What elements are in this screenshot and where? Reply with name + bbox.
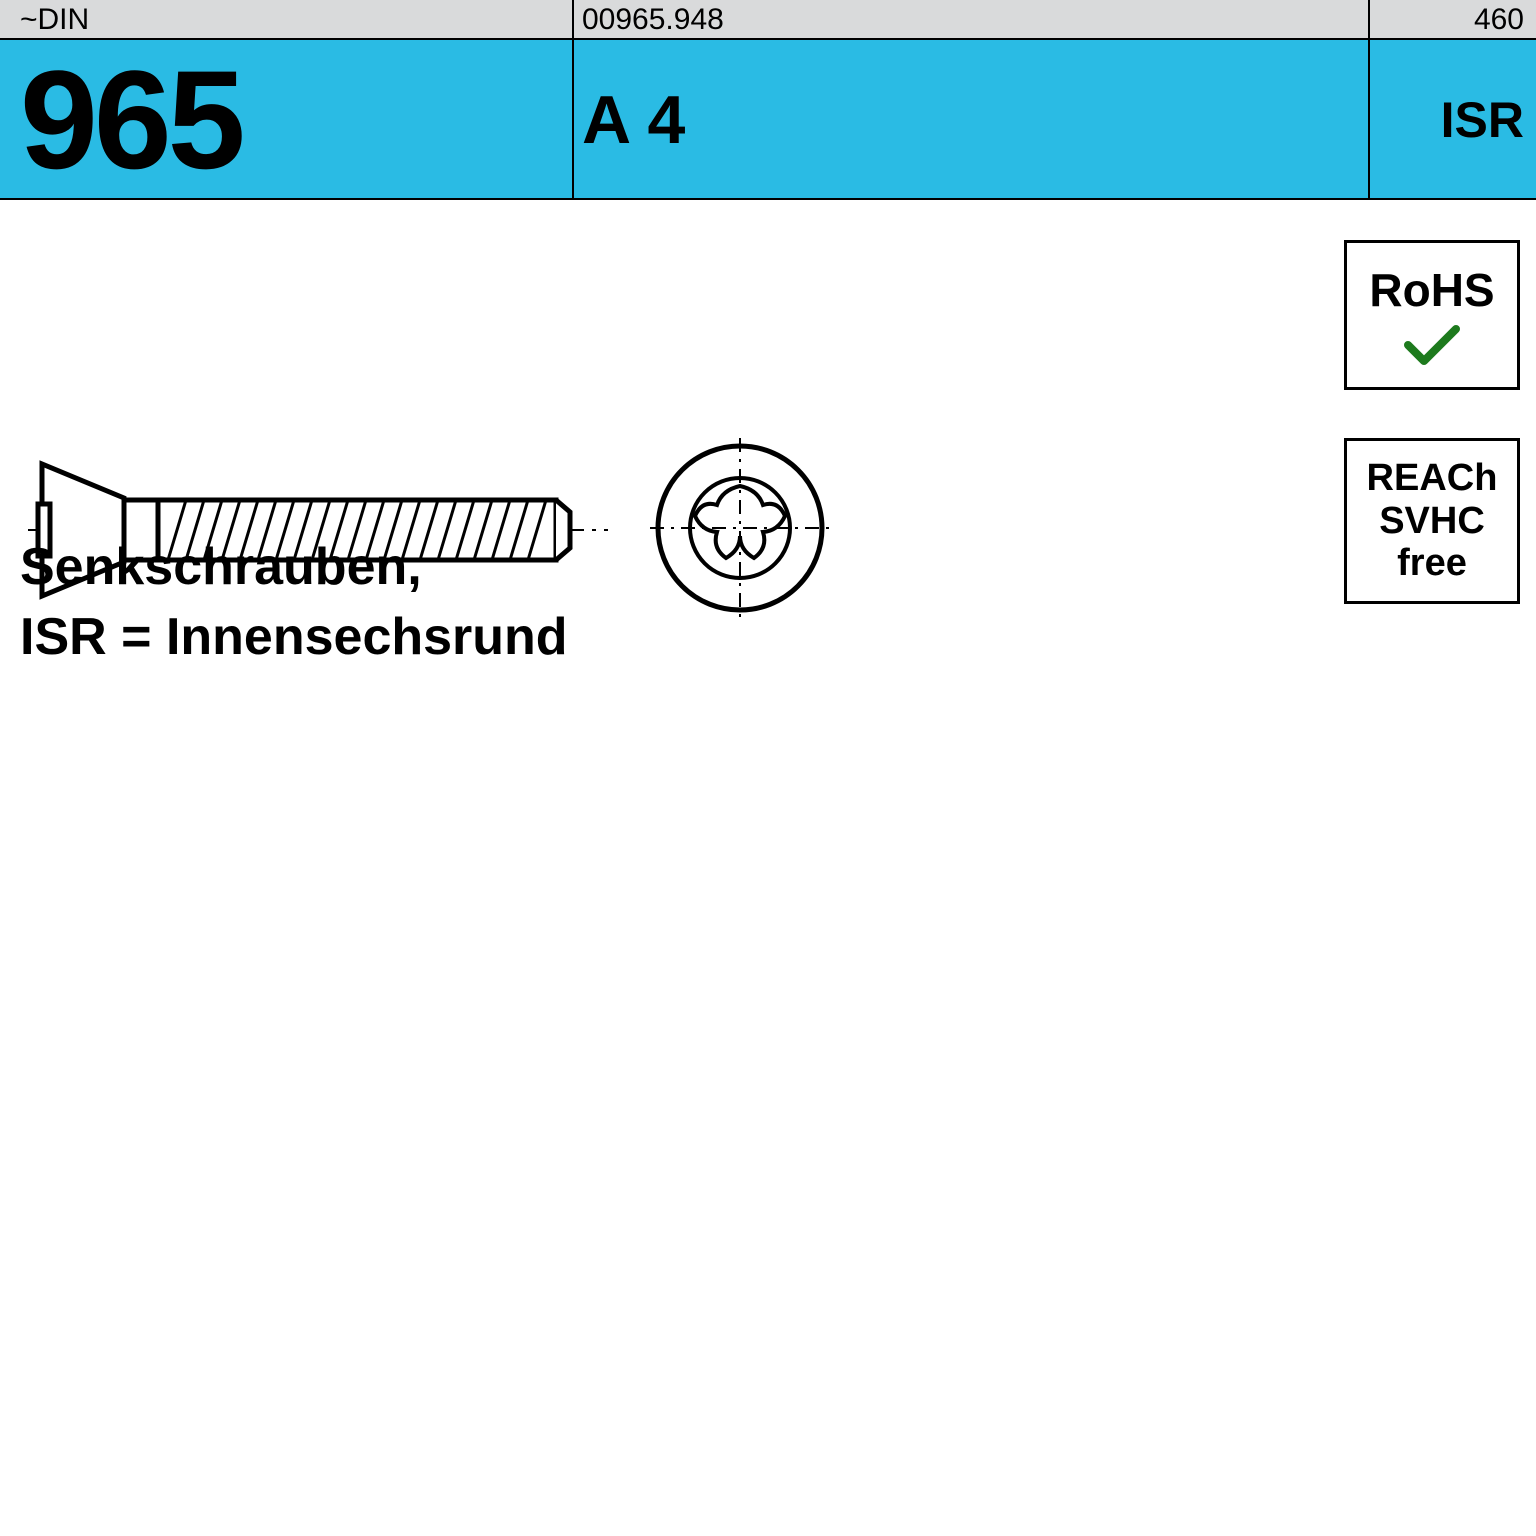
header-article-number: 00965.948 xyxy=(582,0,724,40)
material-grade: A 4 xyxy=(582,40,685,200)
header-divider-2 xyxy=(1368,0,1370,40)
check-icon xyxy=(1404,323,1460,367)
rohs-label: RoHS xyxy=(1369,263,1494,317)
drive-type: ISR xyxy=(1441,40,1524,200)
title-strip: 965 A 4 ISR xyxy=(0,40,1536,200)
product-description: Senkschrauben, ISR = Innensechsrund xyxy=(20,532,568,672)
header-divider-1 xyxy=(572,0,574,40)
rohs-compliance-box: RoHS xyxy=(1344,240,1520,390)
diagram-area xyxy=(0,200,1536,480)
datasheet-page: ~DIN 00965.948 460 965 A 4 ISR xyxy=(0,0,1536,1536)
reach-line-2: SVHC xyxy=(1379,500,1485,543)
reach-line-3: free xyxy=(1397,542,1467,585)
reach-line-1: REACh xyxy=(1367,457,1498,500)
torx-front-view-icon xyxy=(650,438,830,618)
header-code: 460 xyxy=(1474,0,1524,40)
title-divider-1 xyxy=(572,40,574,200)
header-strip: ~DIN 00965.948 460 xyxy=(0,0,1536,40)
title-divider-2 xyxy=(1368,40,1370,200)
description-line-2: ISR = Innensechsrund xyxy=(20,602,568,672)
reach-compliance-box: REACh SVHC free xyxy=(1344,438,1520,604)
description-line-1: Senkschrauben, xyxy=(20,532,568,602)
header-standard: ~DIN xyxy=(20,0,89,40)
din-number: 965 xyxy=(20,40,242,200)
